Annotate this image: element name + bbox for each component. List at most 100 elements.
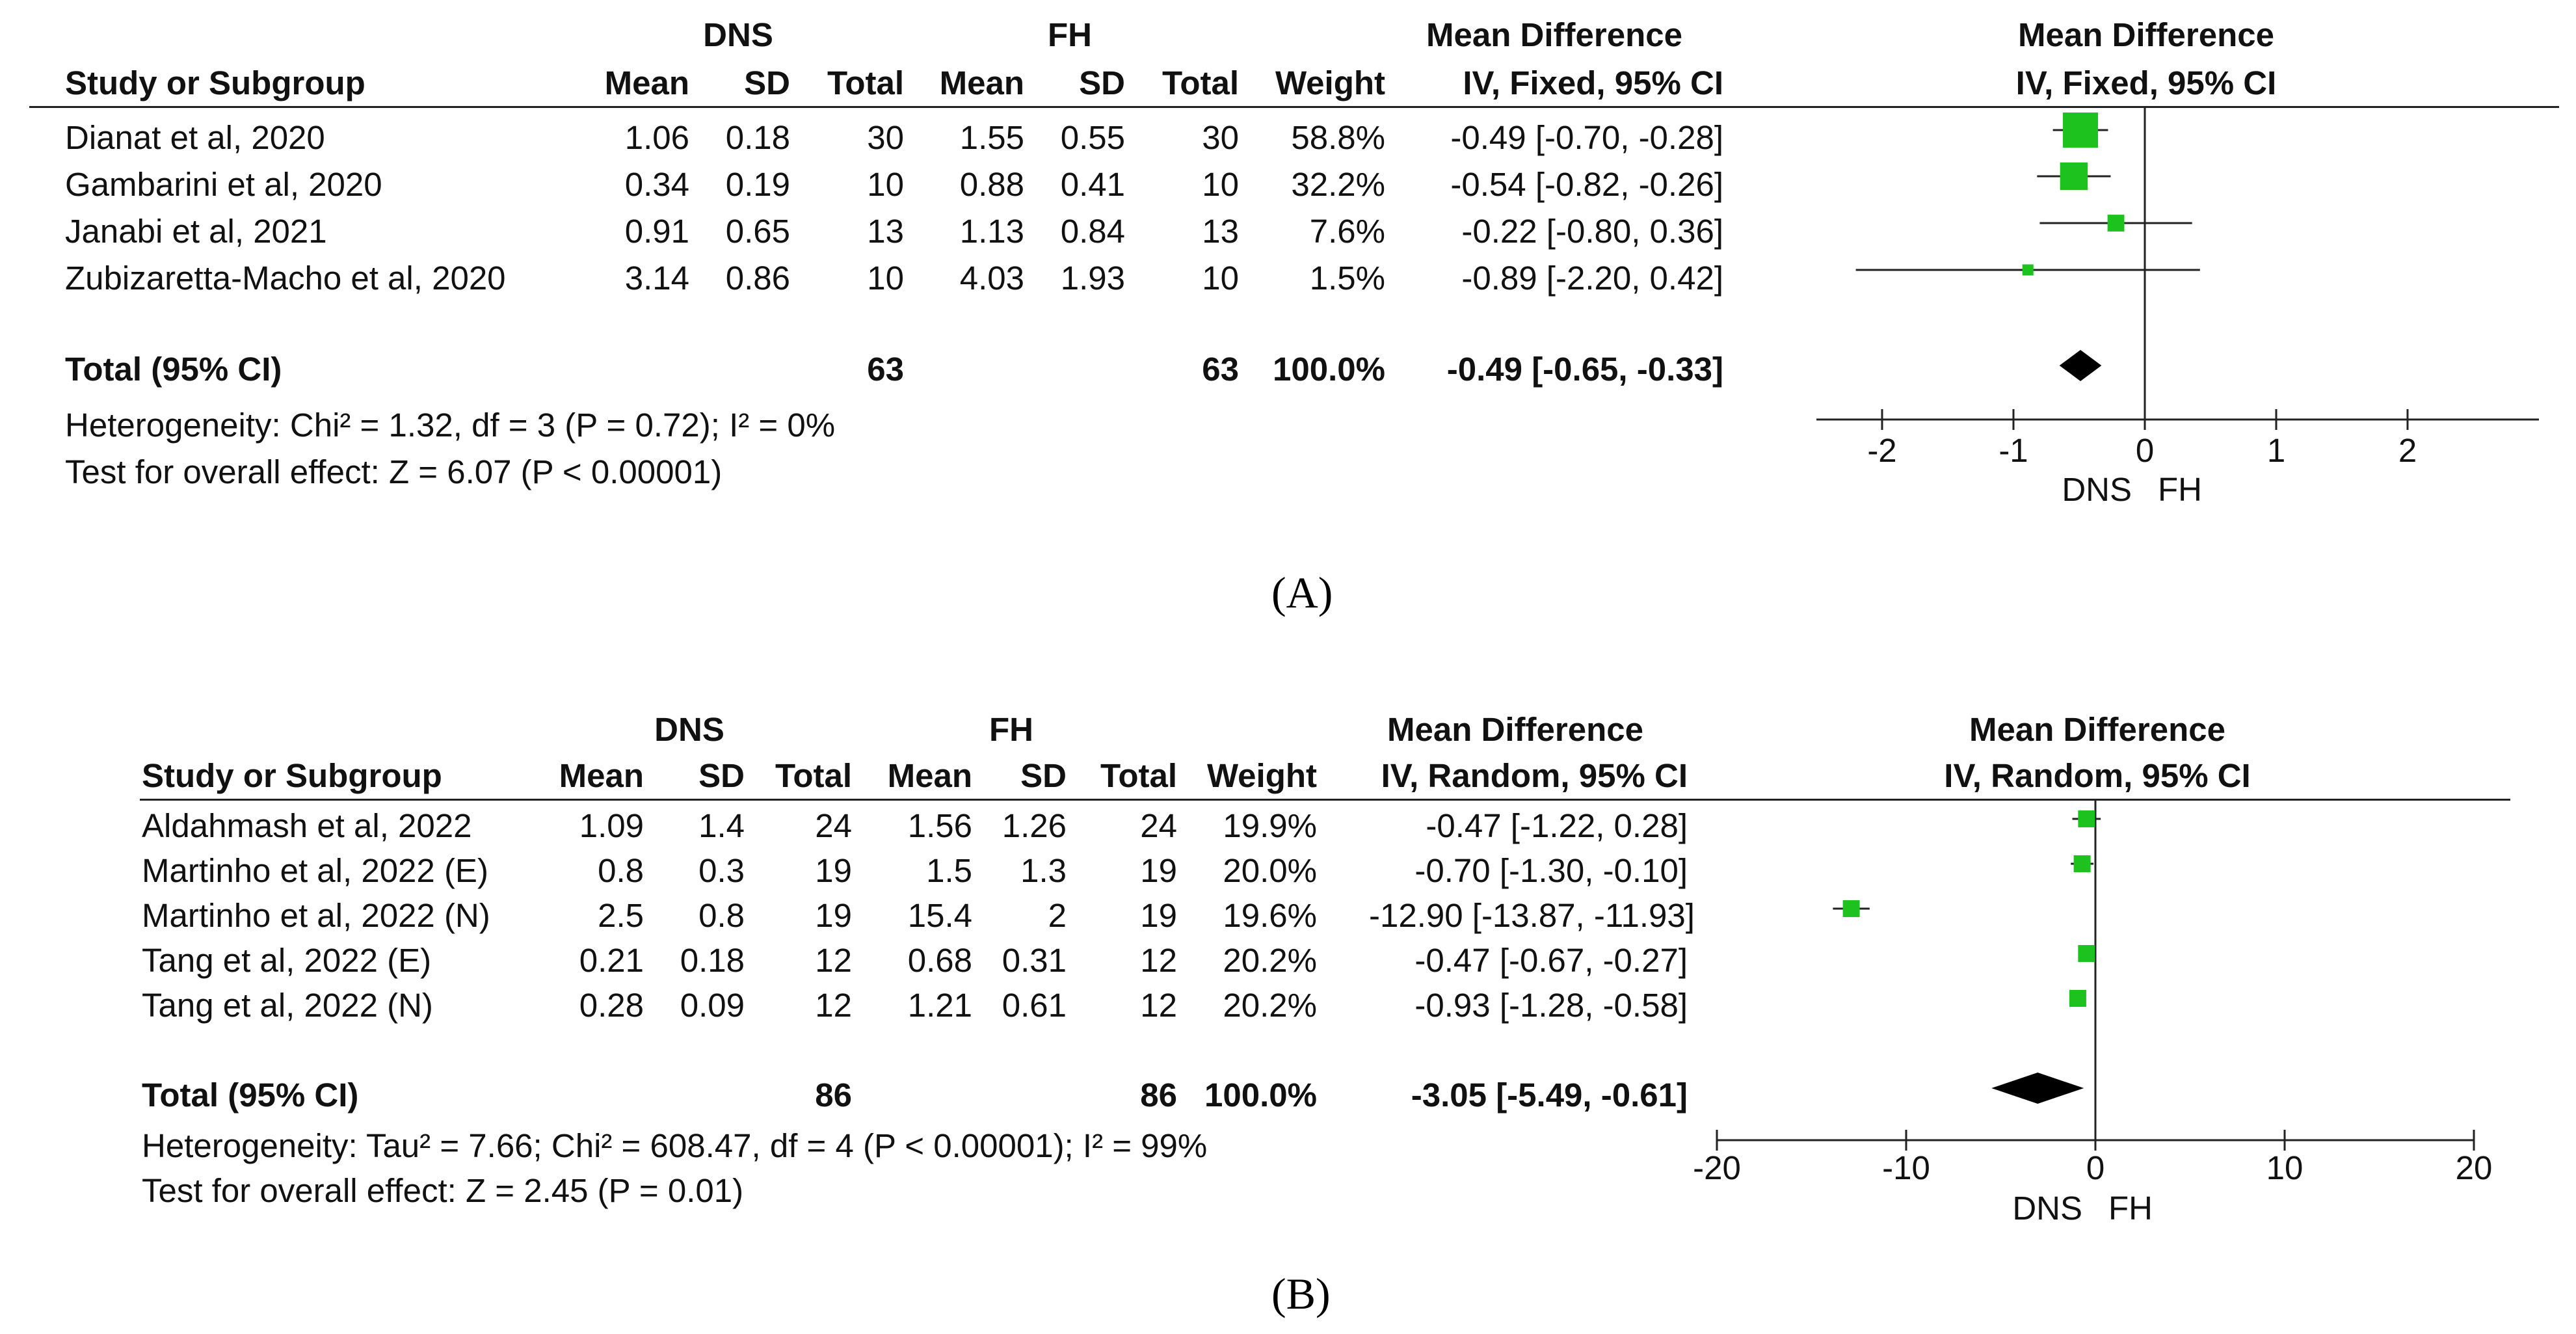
col-study: Study or Subgroup	[142, 757, 442, 794]
total2-cell: 19	[1140, 897, 1177, 934]
mean2-cell: 0.88	[959, 166, 1024, 203]
forest-plot-a: -2 -1 0 1 2 DNS FH	[1816, 106, 2539, 508]
mean1-cell: 2.5	[598, 897, 644, 934]
col-weight: Weight	[1206, 757, 1317, 794]
mean2-cell: 1.55	[959, 119, 1024, 156]
study-marker	[2069, 990, 2086, 1007]
total1-cell: 30	[867, 119, 904, 156]
mean1-cell: 1.09	[579, 807, 644, 844]
ci-cell: -0.54 [-0.82, -0.26]	[1450, 166, 1723, 203]
total-weight: 100.0%	[1204, 1076, 1317, 1114]
mean2-cell: 0.68	[907, 942, 972, 979]
overall-effect-text: Test for overall effect: Z = 2.45 (P = 0…	[142, 1172, 744, 1209]
sd2-cell: 0.41	[1060, 166, 1125, 203]
total2-cell: 19	[1140, 852, 1177, 889]
mean1-cell: 0.91	[624, 213, 689, 250]
total2-sum: 63	[1202, 351, 1239, 388]
heterogeneity-text: Heterogeneity: Chi² = 1.32, df = 3 (P = …	[65, 407, 836, 444]
total2-cell: 30	[1202, 119, 1239, 156]
col-sd2: SD	[1079, 64, 1125, 101]
study-marker	[2078, 945, 2095, 962]
group1-header: DNS	[654, 711, 724, 748]
mean1-cell: 3.14	[624, 260, 689, 297]
header-rule	[29, 106, 2559, 108]
weight-cell: 19.6%	[1223, 897, 1317, 934]
md-plot-header: Mean Difference	[1969, 711, 2225, 748]
x-tick-label: -2	[1867, 432, 1896, 469]
col-md-plot-method: IV, Fixed, 95% CI	[2015, 64, 2277, 101]
sd1-cell: 0.65	[725, 213, 790, 250]
x-tick-label: -10	[1882, 1149, 1930, 1186]
ci-cell: -0.70 [-1.30, -0.10]	[1414, 852, 1688, 889]
x-tick-label: 0	[2086, 1149, 2105, 1186]
weight-cell: 7.6%	[1309, 213, 1385, 250]
weight-cell: 19.9%	[1223, 807, 1317, 844]
ci-cell: -0.89 [-2.20, 0.42]	[1461, 260, 1723, 297]
total2-cell: 10	[1202, 260, 1239, 297]
total-ci: -0.49 [-0.65, -0.33]	[1446, 351, 1723, 388]
study-label: Martinho et al, 2022 (N)	[142, 897, 490, 934]
sd2-cell: 0.61	[1002, 987, 1067, 1024]
x-tick-label: 2	[2398, 432, 2417, 469]
favours-right-label: FH	[2158, 471, 2202, 508]
ci-cell: -0.47 [-0.67, -0.27]	[1414, 942, 1688, 979]
total1-cell: 12	[815, 942, 852, 979]
total1-cell: 24	[815, 807, 852, 844]
ci-cell: -0.47 [-1.22, 0.28]	[1426, 807, 1688, 844]
x-tick-label: -1	[1998, 432, 2028, 469]
sd1-cell: 0.3	[698, 852, 745, 889]
favours-left-label: DNS	[2062, 471, 2132, 508]
mean1-cell: 1.06	[624, 119, 689, 156]
ci-cell: -0.22 [-0.80, 0.36]	[1461, 213, 1723, 250]
x-tick-label: -20	[1693, 1149, 1741, 1186]
col-weight: Weight	[1275, 64, 1385, 101]
group2-header: FH	[989, 711, 1033, 748]
ci-cell: -0.49 [-0.70, -0.28]	[1450, 119, 1723, 156]
weight-cell: 32.2%	[1291, 166, 1385, 203]
col-md-method: IV, Fixed, 95% CI	[1463, 64, 1723, 101]
pooled-diamond	[2059, 350, 2102, 381]
md-header: Mean Difference	[1387, 711, 1643, 748]
study-label: Tang et al, 2022 (N)	[142, 987, 433, 1024]
sd2-cell: 2	[1048, 897, 1067, 934]
total2-cell: 13	[1202, 213, 1239, 250]
study-marker	[1842, 900, 1860, 917]
sd1-cell: 0.09	[680, 987, 745, 1024]
col-total1: Total	[827, 64, 904, 101]
study-marker	[2060, 162, 2088, 191]
col-sd2: SD	[1020, 757, 1067, 794]
total-label: Total (95% CI)	[142, 1076, 359, 1114]
col-mean1: Mean	[604, 64, 689, 101]
study-label: Dianat et al, 2020	[65, 119, 325, 156]
md-plot-header: Mean Difference	[2018, 16, 2274, 53]
col-mean2: Mean	[939, 64, 1024, 101]
favours-right-label: FH	[2108, 1190, 2153, 1227]
total1-sum: 63	[867, 351, 904, 388]
weight-cell: 20.0%	[1223, 852, 1317, 889]
col-mean2: Mean	[887, 757, 972, 794]
total1-cell: 19	[815, 852, 852, 889]
mean2-cell: 4.03	[959, 260, 1024, 297]
col-total1: Total	[775, 757, 852, 794]
total-weight: 100.0%	[1273, 351, 1385, 388]
total1-cell: 10	[867, 260, 904, 297]
total-label: Total (95% CI)	[65, 351, 282, 388]
panel-caption-a: (A)	[1271, 568, 1333, 617]
study-label: Zubizaretta-Macho et al, 2020	[65, 260, 506, 297]
mean2-cell: 1.5	[926, 852, 972, 889]
col-md-plot-method: IV, Random, 95% CI	[1944, 757, 2251, 794]
x-tick-label: 1	[2267, 432, 2285, 469]
weight-cell: 1.5%	[1309, 260, 1385, 297]
sd2-cell: 1.26	[1002, 807, 1067, 844]
x-tick-label: 10	[2266, 1149, 2304, 1186]
study-label: Tang et al, 2022 (E)	[142, 942, 432, 979]
total1-sum: 86	[815, 1076, 852, 1114]
mean1-cell: 0.21	[579, 942, 644, 979]
col-total2: Total	[1100, 757, 1177, 794]
study-label: Martinho et al, 2022 (E)	[142, 852, 488, 889]
forest-plot-b: -20 -10 0 10 20 DNS FH	[1693, 799, 2492, 1227]
panel-caption-b: (B)	[1271, 1269, 1331, 1318]
mean2-cell: 1.56	[907, 807, 972, 844]
heterogeneity-text: Heterogeneity: Tau² = 7.66; Chi² = 608.4…	[142, 1127, 1208, 1164]
